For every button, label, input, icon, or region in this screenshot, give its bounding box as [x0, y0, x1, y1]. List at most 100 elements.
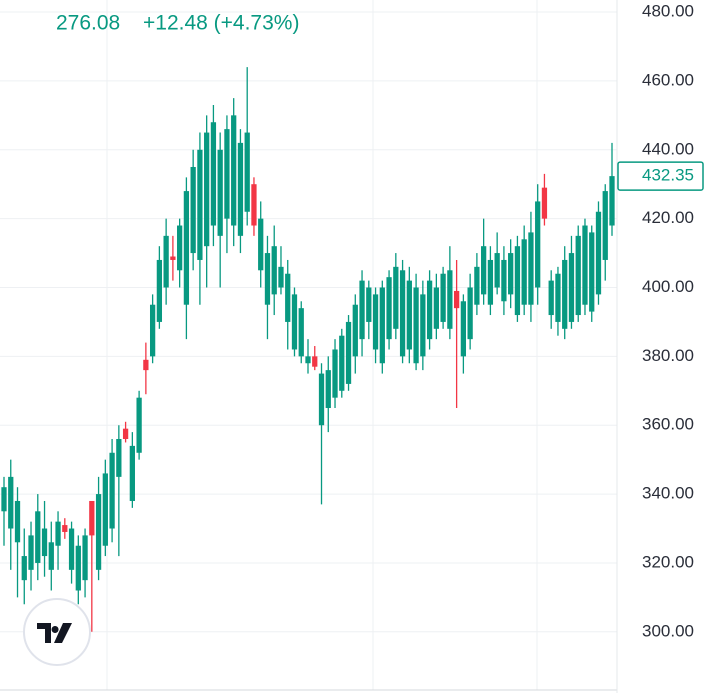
candle-body — [481, 246, 487, 295]
y-tick-label: 420.00 — [642, 208, 694, 227]
candle-body — [548, 280, 554, 316]
candle-body — [1, 487, 7, 512]
candle-body — [177, 225, 183, 271]
candle-body — [568, 253, 575, 322]
candle-body — [237, 142, 244, 236]
candle-body — [339, 335, 345, 391]
candle-body — [75, 545, 81, 591]
candle-body — [562, 259, 568, 329]
candle-body — [474, 266, 480, 305]
candle-body — [541, 187, 548, 219]
candle-body — [217, 149, 223, 236]
candle-body — [312, 356, 318, 367]
y-tick-label: 440.00 — [642, 139, 694, 158]
candle-body — [170, 256, 176, 260]
y-tick-label: 400.00 — [642, 277, 694, 296]
candle-body — [224, 129, 230, 219]
candle-body — [278, 266, 284, 288]
candle-body — [82, 535, 88, 581]
candle-body — [359, 280, 365, 340]
candle-body — [386, 277, 392, 340]
candle-body — [366, 287, 372, 322]
candle-body — [28, 535, 34, 570]
candle-body — [318, 373, 325, 426]
candle-body — [48, 542, 54, 570]
candle-body — [440, 273, 446, 322]
candle-body — [55, 521, 61, 546]
candle-body — [116, 438, 122, 477]
last-price-box — [617, 161, 704, 191]
candle-body — [602, 191, 608, 260]
candle-body — [609, 176, 615, 226]
candle-body — [129, 445, 135, 501]
candle-body — [433, 287, 439, 329]
candle-body — [325, 370, 331, 409]
y-tick-label: 460.00 — [642, 70, 694, 89]
candle-body — [305, 356, 311, 364]
logo-mark — [37, 623, 72, 643]
candle-body — [379, 287, 385, 364]
candle-body — [163, 235, 169, 288]
candle-body — [251, 184, 257, 226]
candle-body — [467, 287, 473, 340]
logo — [23, 598, 91, 666]
y-tick-label: 380.00 — [642, 346, 694, 365]
candle-body — [487, 259, 494, 305]
candle-body — [109, 452, 115, 529]
candle-body — [595, 211, 602, 295]
candle-body — [589, 232, 595, 312]
candle-body — [156, 259, 163, 322]
candle-body — [453, 290, 460, 309]
candle-body — [204, 132, 210, 247]
candle-body — [582, 225, 588, 305]
candle-body — [102, 473, 108, 546]
candle-body — [136, 397, 142, 453]
header-price: 276.08 — [56, 12, 120, 35]
candle-body — [244, 132, 250, 212]
candle-body — [393, 266, 399, 329]
candle-body — [197, 149, 203, 260]
candle-body — [514, 246, 521, 316]
candle-body — [528, 232, 534, 305]
header-change: +12.48 (+4.73%) — [143, 12, 299, 35]
candle-body — [332, 349, 338, 398]
candle-body — [21, 556, 27, 581]
candle-body — [575, 235, 581, 316]
candle-body — [285, 273, 291, 322]
candle-body — [149, 304, 156, 357]
y-tick-label: 480.00 — [642, 2, 694, 21]
candle-body — [210, 122, 217, 226]
candle-body — [35, 511, 41, 563]
candle-body — [291, 294, 298, 350]
candle-body — [447, 270, 453, 329]
candle-body — [426, 280, 433, 340]
candle-body — [345, 321, 352, 384]
candle-body — [460, 301, 467, 357]
candle-body — [352, 304, 358, 357]
candle-body — [14, 500, 21, 543]
candle-body — [231, 115, 237, 226]
candle-body — [413, 287, 419, 364]
candle-body — [555, 273, 561, 322]
y-tick-label: 320.00 — [642, 552, 694, 571]
y-tick-label: 360.00 — [642, 415, 694, 434]
candle-body — [372, 294, 379, 350]
candle-body — [95, 494, 102, 570]
candle-body — [68, 528, 75, 570]
candle-body — [143, 359, 149, 371]
candle-body — [494, 253, 500, 288]
candle-body — [183, 191, 190, 305]
candle-body — [62, 525, 68, 532]
candle-body — [501, 259, 507, 302]
candle-body — [190, 166, 196, 254]
candle-body — [258, 218, 264, 271]
candle-body — [521, 239, 527, 305]
candle-body — [89, 500, 95, 536]
last-price-label: 432.35 — [642, 166, 694, 185]
candle-body — [535, 201, 541, 288]
candle-body — [420, 294, 426, 357]
candle-body — [406, 280, 412, 350]
candle-body — [8, 476, 14, 529]
